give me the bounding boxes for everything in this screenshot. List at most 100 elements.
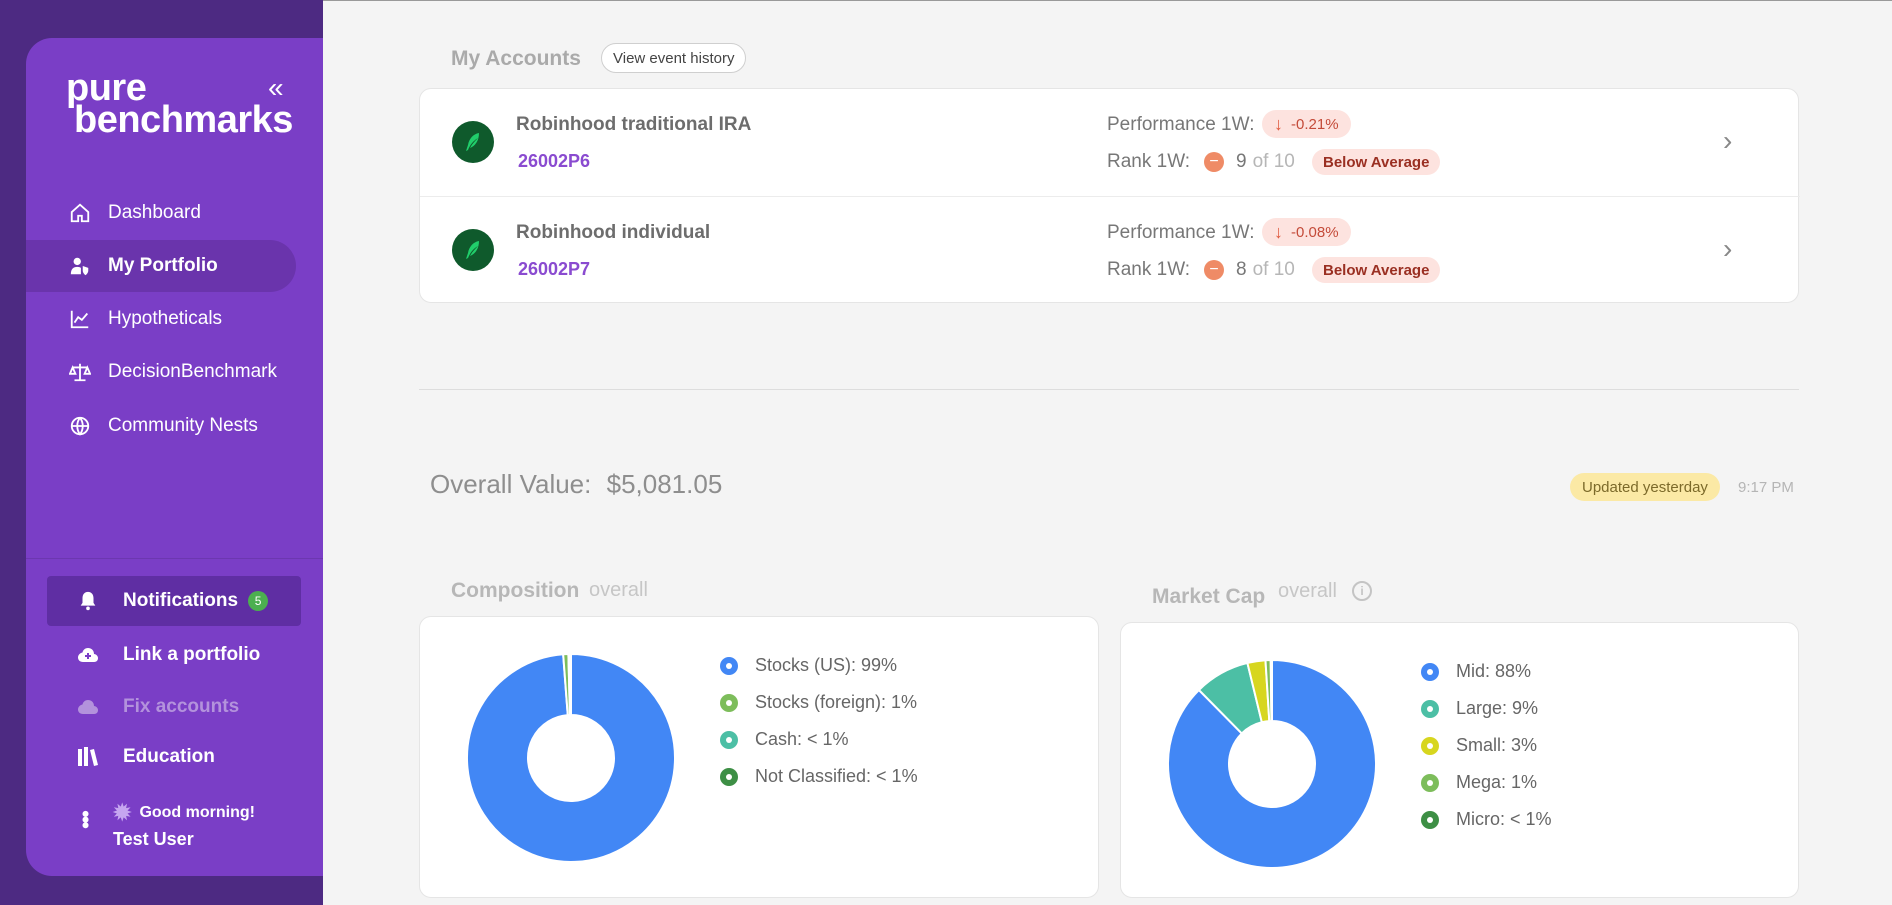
chevron-right-icon[interactable]: › <box>1723 233 1733 264</box>
logo-line-2: benchmarks <box>74 99 293 141</box>
info-icon[interactable]: i <box>1352 581 1372 601</box>
view-event-history-button[interactable]: View event history <box>601 43 747 73</box>
legend-label: Micro: < 1% <box>1456 809 1552 829</box>
rank-number: 8 <box>1236 259 1247 280</box>
performance-value: -0.08% <box>1291 223 1339 241</box>
notifications-label: Notifications <box>123 590 239 611</box>
legend-dot-icon <box>1421 662 1439 681</box>
donut-slice[interactable] <box>466 652 676 863</box>
legend-dot-icon <box>1421 773 1439 792</box>
collapse-sidebar-icon[interactable]: « <box>268 72 284 103</box>
overall-value-amount: $5,081.05 <box>606 469 723 499</box>
rank-of: of 10 <box>1252 259 1295 280</box>
composition-card <box>419 616 1099 898</box>
legend-item: Mid: 88% <box>1421 661 1531 682</box>
sidebar-item-label: Dashboard <box>108 202 201 223</box>
donut-slice[interactable] <box>568 652 572 717</box>
legend-item: Not Classified: < 1% <box>720 766 918 787</box>
legend-label: Mega: 1% <box>1456 772 1538 792</box>
account-row[interactable]: Robinhood individual 26002P7 Performance… <box>420 196 1800 303</box>
notifications-count-badge: 5 <box>248 591 269 611</box>
legend-item: Large: 9% <box>1421 698 1538 719</box>
sun-icon: ✹ <box>113 800 132 825</box>
legend-dot-icon <box>720 693 738 712</box>
performance-badge: ↓ -0.08% <box>1262 218 1351 246</box>
rank-value: 9 of 10 <box>1236 151 1295 173</box>
sidebar-item-my-portfolio[interactable]: My Portfolio <box>26 240 296 292</box>
performance-label: Performance 1W: <box>1107 114 1255 135</box>
sidebar-item-label: DecisionBenchmark <box>108 361 277 382</box>
legend-dot-icon <box>1421 699 1439 718</box>
legend-label: Large: 9% <box>1456 698 1539 718</box>
fix-accounts-label: Fix accounts <box>123 696 240 717</box>
sidebar-item-label: Community Nests <box>108 415 258 436</box>
link-portfolio-button[interactable]: Link a portfolio <box>47 630 301 680</box>
overall-value-label: Overall Value: <box>430 469 592 499</box>
account-id-link[interactable]: 26002P6 <box>518 151 591 171</box>
legend-label: Stocks (US): 99% <box>755 655 898 675</box>
composition-title: Composition <box>451 579 580 602</box>
rank-status-badge: Below Average <box>1312 257 1441 283</box>
legend-item: Stocks (foreign): 1% <box>720 692 917 713</box>
sidebar-divider <box>26 558 323 559</box>
greeting-text: Good morning! <box>139 804 255 821</box>
robinhood-feather-icon <box>452 121 494 163</box>
top-border <box>323 0 1892 1</box>
arrow-down-icon: ↓ <box>1274 221 1283 242</box>
legend-item: Stocks (US): 99% <box>720 655 897 676</box>
legend-dot-icon <box>1421 736 1439 755</box>
rank-label: Rank 1W: <box>1107 151 1191 172</box>
composition-donut-chart <box>466 652 676 863</box>
app-logo[interactable]: pure benchmarks <box>66 69 293 141</box>
greeting: ✹ Good morning! <box>113 800 255 826</box>
legend-dot-icon <box>720 730 738 749</box>
sidebar-item-hypotheticals[interactable]: Hypotheticals <box>26 293 296 345</box>
user-menu-icon[interactable]: ••• <box>73 810 98 828</box>
sidebar-item-decisionbenchmark[interactable]: DecisionBenchmark <box>26 346 296 398</box>
rank-of: of 10 <box>1252 151 1295 172</box>
market-cap-donut-chart <box>1167 658 1377 869</box>
overall-value: Overall Value: $5,081.05 <box>430 469 722 500</box>
minus-circle-icon: − <box>1204 260 1224 280</box>
performance-label: Performance 1W: <box>1107 222 1255 243</box>
cloud-upload-icon <box>75 642 101 668</box>
globe-icon <box>68 414 92 438</box>
sidebar <box>26 38 323 876</box>
arrow-down-icon: ↓ <box>1274 113 1283 134</box>
notifications-button[interactable]: Notifications 5 <box>47 576 301 626</box>
chevron-right-icon[interactable]: › <box>1723 125 1733 156</box>
rank-status-badge: Below Average <box>1312 149 1441 175</box>
performance-badge: ↓ -0.21% <box>1262 110 1351 138</box>
user-shield-icon <box>68 254 92 278</box>
sidebar-item-dashboard[interactable]: Dashboard <box>26 187 296 239</box>
education-label: Education <box>123 746 215 767</box>
accounts-card: Robinhood traditional IRA 26002P6 Perfor… <box>419 88 1800 303</box>
fix-accounts-button[interactable]: Fix accounts <box>47 682 301 732</box>
legend-label: Small: 3% <box>1456 735 1538 755</box>
composition-subtitle: overall <box>589 579 648 601</box>
sidebar-item-label: Hypotheticals <box>108 308 223 329</box>
line-chart-icon <box>68 307 92 331</box>
account-id-link[interactable]: 26002P7 <box>518 259 591 279</box>
username: Test User <box>113 829 194 849</box>
legend-label: Cash: < 1% <box>755 729 849 749</box>
sidebar-item-community-nests[interactable]: Community Nests <box>26 400 296 452</box>
performance-value: -0.21% <box>1291 115 1339 133</box>
market-cap-title: Market Cap <box>1152 585 1266 608</box>
section-divider <box>419 389 1799 390</box>
rank-value: 8 of 10 <box>1236 259 1295 281</box>
legend-dot-icon <box>1421 810 1439 829</box>
education-button[interactable]: Education <box>47 732 301 782</box>
donut-slice[interactable] <box>1269 658 1273 723</box>
updated-badge: Updated yesterday <box>1570 473 1720 501</box>
updated-time: 9:17 PM <box>1738 479 1794 496</box>
account-row[interactable]: Robinhood traditional IRA 26002P6 Perfor… <box>420 89 1800 196</box>
legend-item: Mega: 1% <box>1421 772 1537 793</box>
logo-line-1: pure <box>66 67 147 109</box>
bell-icon <box>75 588 101 614</box>
legend-dot-icon <box>720 767 738 786</box>
market-cap-card <box>1120 622 1799 898</box>
legend-item: Micro: < 1% <box>1421 809 1552 830</box>
legend-label: Stocks (foreign): 1% <box>755 692 918 712</box>
home-icon <box>68 201 92 225</box>
